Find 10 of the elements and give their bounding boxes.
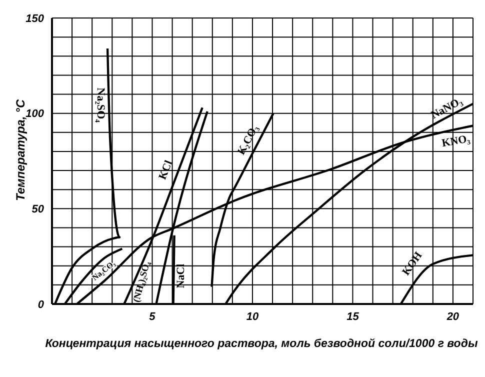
text: KNO₃ <box>440 132 472 150</box>
x-tick-label: 15 <box>346 310 360 323</box>
x-tick-label: 20 <box>446 310 460 323</box>
y-tick-label: 100 <box>26 108 45 120</box>
x-tick-label: 10 <box>246 310 260 323</box>
y-tick-label: 150 <box>26 12 45 25</box>
y-tick-label: 50 <box>32 204 45 216</box>
x-tick-label: 5 <box>149 310 156 323</box>
y-tick-label: 0 <box>38 298 45 311</box>
x-axis-title: Концентрация насыщенного раствора, моль безводной соли/1000 г воды <box>44 338 479 350</box>
